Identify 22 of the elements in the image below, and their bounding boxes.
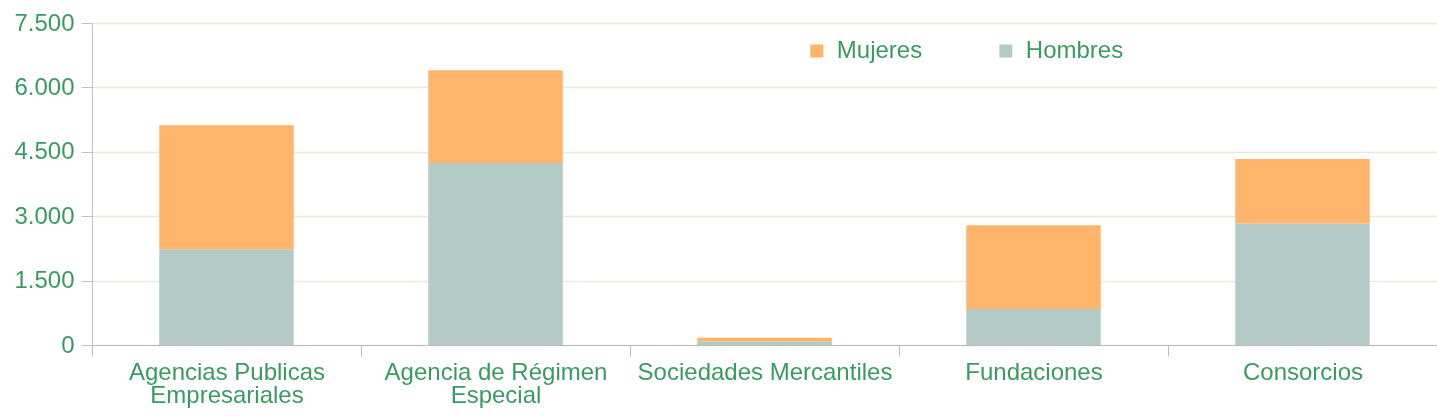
x-tick-label: Agencias Publicas Empresariales [128, 357, 326, 408]
bar [697, 337, 832, 342]
bar [966, 225, 1101, 309]
y-tick-label: 7.500 [14, 8, 75, 36]
y-tick-label: 4.500 [14, 137, 75, 165]
y-tick-label: 3.000 [14, 201, 75, 229]
bar [1235, 159, 1370, 224]
x-tick-label: Consorcios [1242, 357, 1364, 385]
y-tick-label: 6.000 [14, 72, 75, 100]
x-tick-label: Agencia de Régimen Especial [384, 357, 608, 408]
bar [428, 162, 563, 345]
bar [428, 70, 563, 163]
legend-label: Hombres [1025, 36, 1124, 63]
y-tick-label: 1.500 [14, 266, 75, 294]
x-tick-label: Sociedades Mercantiles [637, 357, 893, 385]
legend-label: Mujeres [836, 36, 923, 63]
bar [1235, 223, 1370, 345]
bar [159, 125, 294, 250]
y-tick-label: 0 [61, 330, 75, 358]
x-tick-label: Fundaciones [965, 357, 1103, 385]
bar [159, 249, 294, 345]
bar [966, 308, 1101, 345]
